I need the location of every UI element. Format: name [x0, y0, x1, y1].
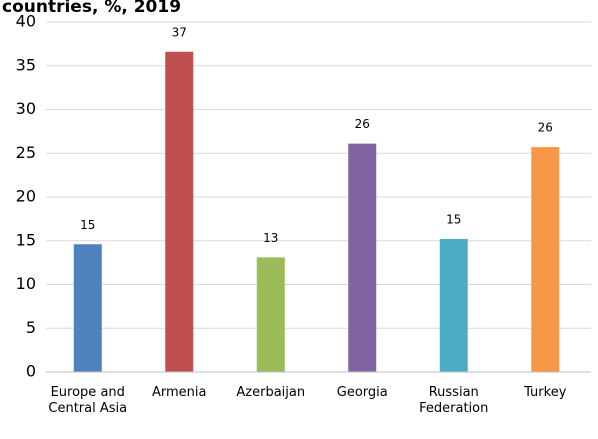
y-tick-label: 35	[16, 55, 36, 74]
y-tick-label: 10	[16, 274, 36, 293]
data-label: 15	[446, 213, 461, 227]
y-tick-label: 5	[26, 318, 36, 337]
y-tick-label: 25	[16, 143, 36, 162]
bar	[348, 143, 377, 372]
y-tick-label: 0	[26, 362, 36, 381]
chart-title: countries, %, 2019	[2, 0, 181, 17]
data-label: 26	[355, 117, 370, 131]
data-label: 13	[263, 231, 278, 245]
bar	[73, 244, 102, 372]
x-tick-label: Georgia	[336, 385, 388, 400]
bar	[439, 239, 468, 372]
x-tick-label: Russian Federation	[419, 385, 489, 416]
x-tick-label: Armenia	[152, 385, 207, 400]
bar	[256, 257, 285, 372]
data-label: 26	[538, 121, 553, 135]
x-tick-label: Turkey	[524, 385, 567, 400]
data-label: 15	[80, 218, 95, 232]
x-tick-label: Europe and Central Asia	[48, 385, 128, 416]
y-tick-label: 20	[16, 187, 36, 206]
bar	[531, 147, 560, 372]
y-tick-label: 15	[16, 230, 36, 249]
y-tick-label: 30	[16, 99, 36, 118]
x-tick-label: Azerbaijan	[236, 385, 306, 400]
data-label: 37	[172, 25, 187, 39]
bar	[165, 51, 194, 372]
y-tick-label: 40	[16, 12, 36, 31]
